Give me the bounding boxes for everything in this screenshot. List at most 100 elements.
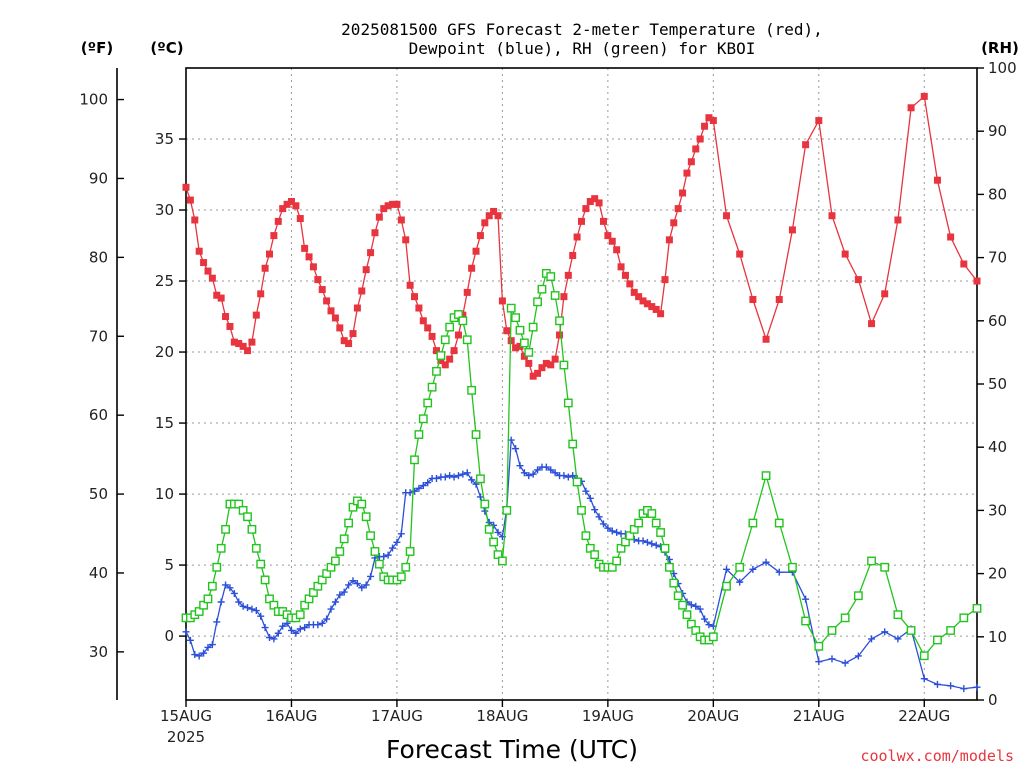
- rh-point: [207, 581, 217, 591]
- temperature-point: [353, 304, 361, 312]
- dewpoint-point: [463, 469, 471, 477]
- rh-point: [247, 524, 257, 534]
- x-tick-sublabel: 2025: [167, 728, 205, 746]
- temperature-point: [463, 288, 471, 296]
- fahrenheit-tick-label: 100: [79, 91, 108, 109]
- rh-point: [788, 562, 797, 572]
- chart-title-line2: Dewpoint (blue), RH (green) for KBOI: [409, 39, 756, 58]
- temperature-point: [683, 169, 691, 177]
- rh-point: [537, 284, 547, 294]
- rh-tick-label: 40: [988, 438, 1007, 456]
- rh-point: [401, 562, 411, 572]
- rh-point: [339, 534, 349, 544]
- rh-tick-label: 80: [988, 185, 1007, 203]
- dewpoint-point: [520, 469, 528, 477]
- rh-point: [344, 518, 353, 528]
- temperature-point: [248, 338, 256, 346]
- dewpoint-point: [323, 615, 331, 623]
- temperature-point: [652, 305, 660, 313]
- temperature-point: [485, 212, 493, 220]
- rh-point: [414, 430, 424, 439]
- temperature-point: [868, 320, 876, 328]
- rh-point: [476, 474, 485, 484]
- fahrenheit-tick-label: 70: [89, 327, 108, 345]
- rh-point: [761, 471, 771, 481]
- rh-point: [933, 635, 942, 645]
- temperature-point: [371, 229, 379, 237]
- dewpoint-point: [362, 581, 370, 589]
- dewpoint-point: [933, 680, 941, 688]
- temperature-point: [613, 246, 621, 254]
- rh-point: [506, 303, 516, 313]
- celsius-tick-label: 0: [164, 627, 174, 645]
- dewpoint-point: [261, 624, 269, 632]
- dewpoint-point: [208, 641, 216, 649]
- celsius-tick-label: 25: [155, 272, 174, 290]
- temperature-point: [476, 232, 484, 240]
- temperature-point: [881, 290, 889, 298]
- rh-point: [880, 562, 890, 572]
- dewpoint-point: [762, 558, 770, 566]
- temperature-point: [494, 212, 502, 220]
- temperature-point: [788, 226, 796, 234]
- dewpoint-point: [217, 598, 225, 606]
- temperature-point: [186, 196, 194, 204]
- temperature-point: [617, 263, 625, 271]
- dewpoint-point: [301, 624, 309, 632]
- temperature-point: [591, 195, 599, 203]
- rh-tick-label: 20: [988, 565, 1007, 583]
- dewpoint-point: [230, 589, 238, 597]
- chart-title-line1: 2025081500 GFS Forecast 2-meter Temperat…: [341, 20, 823, 39]
- temperature-point: [428, 332, 436, 340]
- temperature-point: [292, 202, 300, 210]
- temperature-point: [692, 145, 700, 153]
- dewpoint-point: [200, 649, 208, 657]
- dewpoint-point: [389, 544, 397, 552]
- x-tick-label: 19AUG: [582, 707, 634, 725]
- temperature-point: [301, 244, 309, 252]
- dewpoint-point: [279, 622, 287, 630]
- dewpoint-point: [525, 472, 533, 480]
- temperature-point: [674, 205, 682, 213]
- temperature-point: [841, 250, 849, 258]
- dewpoint-point: [441, 473, 449, 481]
- rh-point: [634, 518, 644, 528]
- temperature-point: [419, 317, 427, 325]
- temperature-point: [670, 219, 678, 227]
- dewpoint-point: [705, 621, 713, 629]
- dewpoint-point: [652, 541, 660, 549]
- rh-point: [427, 382, 437, 392]
- rh-point: [568, 439, 578, 449]
- dewpoint-point: [815, 658, 823, 666]
- dewpoint-series-line: [185, 437, 978, 690]
- data-series: [181, 92, 982, 693]
- temperature-point: [920, 92, 928, 100]
- temperature-point: [200, 259, 208, 267]
- temperature-point: [529, 372, 537, 380]
- dewpoint-point: [393, 538, 401, 546]
- dewpoint-point: [244, 604, 252, 612]
- temperature-point: [582, 205, 590, 213]
- temperature-point: [481, 219, 489, 227]
- temperature-point: [701, 122, 709, 130]
- temperature-point: [244, 347, 252, 355]
- rh-point: [212, 562, 222, 572]
- temperature-point: [639, 297, 647, 305]
- temperature-point: [749, 295, 757, 303]
- rh-point: [853, 591, 863, 601]
- temperature-point: [472, 247, 480, 255]
- dewpoint-point: [723, 565, 731, 573]
- rh-point: [651, 518, 661, 528]
- temperature-point: [626, 280, 634, 288]
- temperature-point: [709, 117, 717, 125]
- temperature-point: [854, 276, 862, 284]
- rh-point: [546, 272, 556, 281]
- dewpoint-point: [516, 462, 524, 470]
- dewpoint-point: [296, 625, 304, 633]
- temperature-point: [498, 297, 506, 305]
- rh-point: [528, 322, 538, 332]
- temperature-point: [402, 236, 410, 244]
- dewpoint-point: [881, 628, 889, 636]
- temperature-point: [270, 232, 278, 240]
